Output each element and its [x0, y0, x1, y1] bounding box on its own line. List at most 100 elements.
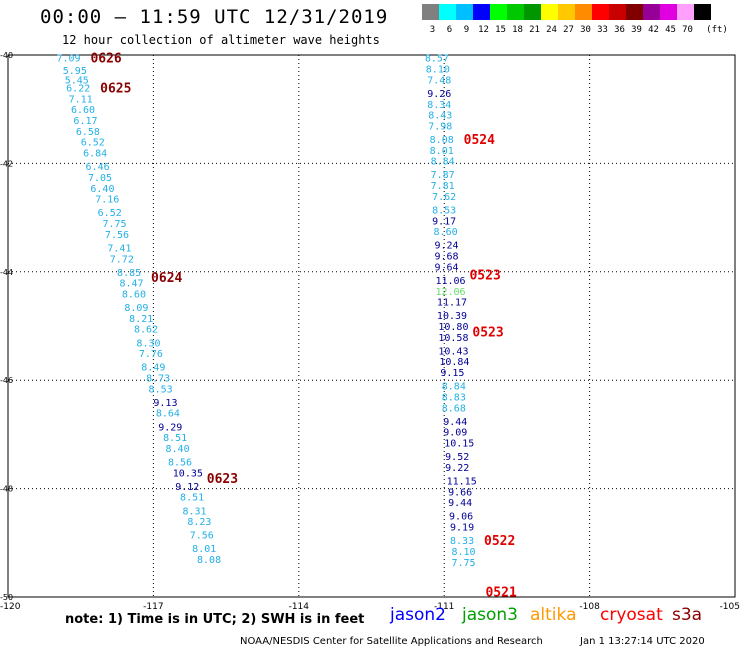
wave-height-value: 12.06 [435, 287, 465, 298]
wave-height-value: 8.51 [163, 433, 187, 444]
wave-height-value: 9.17 [432, 216, 456, 227]
pass-time-label: 0523 [469, 269, 500, 284]
legend-unit: (ft) [706, 25, 728, 35]
legend-swatch [473, 4, 490, 20]
wave-height-map: -40 -42 -44 -46 -48 -50-120 -117 -114 -111 -108 -1… [0, 51, 740, 612]
wave-height-value: 6.17 [73, 116, 97, 127]
wave-height-value: 8.62 [134, 325, 158, 336]
wave-height-value: 8.56 [168, 458, 192, 469]
wave-height-value: 7.75 [451, 558, 475, 569]
legend-swatch [558, 4, 575, 20]
legend-swatch [694, 4, 711, 20]
wave-height-value: 7.11 [69, 94, 93, 105]
page-title: 00:00 – 11:59 UTC 12/31/2019 [40, 6, 389, 28]
wave-height-value: 9.52 [445, 452, 469, 463]
legend-swatch [439, 4, 456, 20]
page-subtitle: 12 hour collection of altimeter wave hei… [62, 33, 380, 47]
wave-height-value: 8.33 [450, 536, 474, 547]
wave-height-value: 9.19 [450, 523, 474, 534]
wave-height-value: 8.60 [434, 227, 458, 238]
legend-swatch [592, 4, 609, 20]
wave-height-value: 5.95 [63, 66, 87, 77]
lon-tick-label: -105 [720, 602, 740, 612]
wave-height-value: 6.46 [86, 162, 110, 173]
legend-label: 36 [614, 25, 625, 35]
wave-height-value: 7.48 [427, 75, 451, 86]
legend-swatch [677, 4, 694, 20]
pass-time-label: 0623 [207, 472, 238, 487]
wave-height-value: 7.09 [56, 54, 80, 65]
lat-tick-label: -42 [0, 159, 13, 168]
wave-height-value: 8.60 [122, 289, 146, 300]
lat-tick-label: -40 [0, 51, 13, 60]
wave-height-value: 9.09 [443, 428, 467, 439]
lat-tick-label: -50 [0, 593, 13, 602]
wave-height-value: 8.01 [430, 146, 454, 157]
wave-height-value: 8.57 [425, 54, 449, 65]
lon-tick-label: -114 [289, 602, 310, 612]
legend-swatch [507, 4, 524, 20]
wave-height-value: 8.73 [146, 373, 170, 384]
legend-label: 3 [429, 25, 436, 35]
legend-swatch [541, 4, 558, 20]
wave-height-value: 8.09 [124, 303, 148, 314]
wave-height-value: 8.31 [182, 506, 206, 517]
map-frame [7, 54, 736, 598]
wave-height-value: 7.56 [105, 230, 129, 241]
wave-height-value: 8.08 [197, 555, 221, 566]
wave-height-value: 8.85 [117, 268, 141, 279]
wave-height-value: 8.30 [136, 338, 160, 349]
wave-height-value: 6.52 [98, 208, 122, 219]
pass-time-label: 0522 [484, 534, 515, 549]
wave-height-value: 8.08 [430, 135, 454, 146]
legend-label: 24 [546, 25, 557, 35]
wave-height-value: 10.43 [438, 346, 468, 357]
wave-height-value: 11.06 [435, 276, 465, 287]
wave-height-value: 10.39 [437, 311, 467, 322]
satellite-name-jason2: jason2 [390, 605, 446, 625]
legend-label: 6 [446, 25, 453, 35]
wave-height-value: 6.60 [71, 105, 95, 116]
wave-height-value: 9.29 [158, 422, 182, 433]
wave-height-value: 9.22 [445, 463, 469, 474]
legend-label: 18 [512, 25, 523, 35]
wave-height-value: 10.35 [173, 468, 203, 479]
wave-height-value: 9.68 [435, 252, 459, 263]
wave-height-value: 8.53 [149, 384, 173, 395]
units-note: note: 1) Time is in UTC; 2) SWH is in fe… [65, 612, 365, 627]
wave-height-value: 9.26 [427, 89, 451, 100]
wave-height-value: 8.47 [119, 279, 143, 290]
legend-label: 33 [597, 25, 608, 35]
wave-height-value: 7.72 [110, 254, 134, 265]
wave-height-value: 7.05 [88, 173, 112, 184]
wave-height-value: 9.24 [435, 241, 459, 252]
wave-height-value: 8.43 [428, 111, 452, 122]
legend-swatch [660, 4, 677, 20]
wave-height-value: 8.10 [426, 65, 450, 76]
legend-label: 12 [478, 25, 489, 35]
wave-height-value: 7.41 [107, 243, 131, 254]
wave-height-value: 7.76 [139, 349, 163, 360]
pass-time-label: 0624 [151, 271, 182, 286]
legend-swatch [575, 4, 592, 20]
pass-time-label: 0521 [485, 586, 516, 601]
wave-height-value: 7.75 [103, 219, 127, 230]
wave-height-value: 9.44 [443, 417, 467, 428]
wave-height-value: 11.17 [437, 298, 467, 309]
lon-tick-label: -111 [434, 602, 454, 612]
legend-label: 39 [631, 25, 642, 35]
wave-height-value: 7.16 [95, 195, 119, 206]
legend-label: 42 [648, 25, 659, 35]
wave-height-value: 7.56 [190, 531, 214, 542]
pass-time-label: 0523 [472, 325, 503, 340]
wave-height-value: 7.81 [431, 181, 455, 192]
wave-height-value: 10.80 [438, 322, 468, 333]
wave-height-value: 6.58 [76, 127, 100, 138]
wave-height-value: 11.15 [447, 476, 477, 487]
lon-tick-label: -120 [0, 602, 21, 612]
legend-label: 27 [563, 25, 574, 35]
legend-label: 15 [495, 25, 506, 35]
timestamp: Jan 1 13:27:14 UTC 2020 [580, 636, 705, 647]
legend-label: 70 [682, 25, 693, 35]
wave-height-value: 9.64 [435, 262, 459, 273]
